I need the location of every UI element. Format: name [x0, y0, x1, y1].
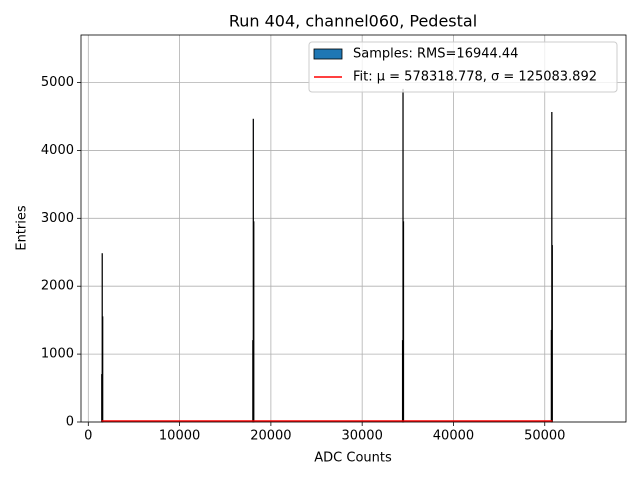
y-tick-label: 0 — [66, 415, 74, 430]
y-tick-label: 4000 — [41, 143, 74, 158]
plot-frame — [80, 34, 627, 423]
y-axis-label: Entries — [15, 205, 30, 251]
chart-title: Run 404, channel060, Pedestal — [229, 12, 477, 31]
y-tick-label: 2000 — [41, 279, 74, 294]
legend-swatch — [313, 48, 343, 60]
y-tick-label: 3000 — [41, 211, 74, 226]
x-tick-label: 0 — [84, 429, 92, 444]
x-axis-label: ADC Counts — [314, 451, 392, 466]
legend-label: Samples: RMS=16944.44 — [353, 47, 518, 62]
x-tick-label: 50000 — [524, 429, 565, 444]
x-tick-label: 10000 — [159, 429, 200, 444]
x-tick-label: 20000 — [250, 429, 291, 444]
x-tick-label: 40000 — [433, 429, 474, 444]
x-tick-label: 30000 — [341, 429, 382, 444]
legend-box — [308, 41, 618, 93]
legend-label: Fit: μ = 578318.778, σ = 125083.892 — [353, 70, 597, 85]
legend: Samples: RMS=16944.44 Fit: μ = 578318.778… — [308, 41, 618, 93]
y-tick-label: 5000 — [41, 75, 74, 90]
y-tick-label: 1000 — [41, 347, 74, 362]
